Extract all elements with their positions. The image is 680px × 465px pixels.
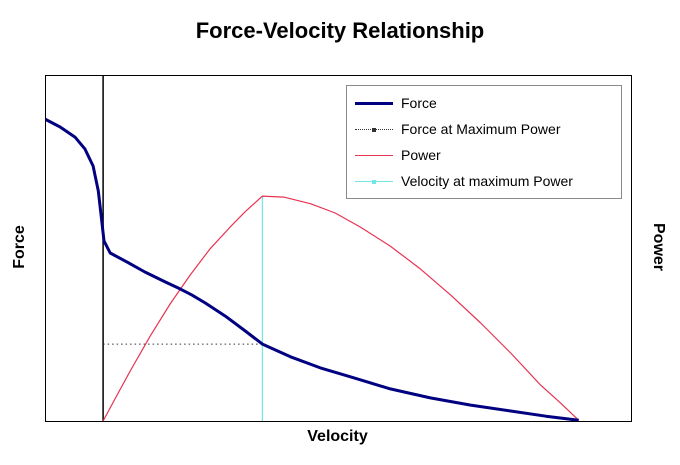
legend-marker	[372, 127, 376, 132]
series-power-curve	[102, 195, 580, 421]
legend-item-power: Power	[355, 142, 613, 168]
legend-sample-cyan-line	[355, 179, 393, 184]
legend-label-power: Power	[401, 147, 441, 163]
legend-sample-power-line	[355, 154, 393, 156]
legend-label-force: Force	[401, 95, 437, 111]
legend: Force Force at Maximum Power Power Veloc…	[346, 85, 622, 199]
legend-label-force-at-max-power: Force at Maximum Power	[401, 121, 561, 137]
legend-sample-force-line	[355, 101, 393, 105]
chart-title: Force-Velocity Relationship	[195, 18, 485, 43]
legend-sample-dotted-line	[355, 127, 393, 132]
legend-item-force: Force	[355, 90, 613, 116]
series-force-curve	[46, 117, 579, 421]
plot-canvas	[46, 76, 580, 421]
y-axis-label-power: Power	[650, 222, 667, 272]
x-axis-label-velocity: Velocity	[307, 428, 368, 445]
legend-item-velocity-at-max-power: Velocity at maximum Power	[355, 168, 613, 194]
y-axis-label-force: Force	[11, 225, 28, 269]
legend-item-force-at-max-power: Force at Maximum Power	[355, 116, 613, 142]
plot-area: Force Force at Maximum Power Power Veloc…	[45, 75, 632, 422]
legend-label-velocity-at-max-power: Velocity at maximum Power	[401, 173, 573, 189]
legend-marker	[372, 179, 376, 184]
